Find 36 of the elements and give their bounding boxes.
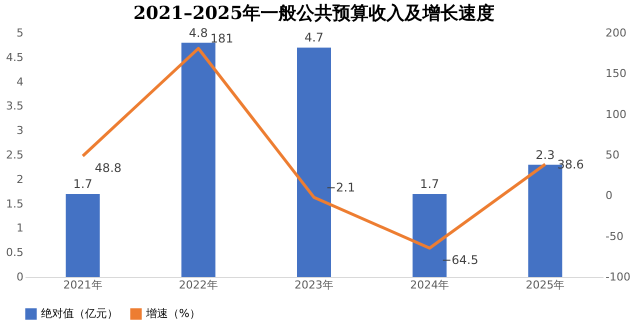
y2-tick-label: -50 [606, 230, 624, 243]
y2-tick-label: -100 [606, 270, 630, 284]
y2-tick-label: 50 [606, 148, 620, 162]
x-tick-label: 2025年 [526, 278, 565, 292]
data-label: 48.8 [94, 160, 122, 175]
data-label: 1.7 [420, 177, 440, 192]
x-tick-label: 2023年 [294, 278, 334, 292]
y-tick-label: 4.5 [6, 50, 24, 64]
y-tick-label: 1.5 [6, 197, 24, 210]
y-tick-label: 4 [16, 75, 24, 88]
data-label: 4.8 [188, 26, 208, 40]
legend-label: 绝对值（亿元） [41, 307, 118, 320]
chart-title: 2021–2025年一般公共预算收入及增长速度 [133, 2, 495, 24]
y2-tick-label: 100 [606, 108, 626, 121]
y-tick-label: 0 [16, 270, 24, 284]
y-tick-label: 2 [16, 172, 24, 186]
data-label: 4.7 [304, 30, 324, 45]
y-tick-label: 1 [16, 222, 24, 235]
y2-tick-label: 200 [606, 26, 626, 40]
bar [66, 194, 100, 277]
y-tick-label: 5 [16, 26, 24, 40]
data-label: 1.7 [73, 177, 92, 192]
data-label: 38.6 [557, 157, 584, 172]
y2-tick-label: 0 [606, 189, 612, 202]
bar [181, 42, 216, 277]
x-tick-label: 2022年 [178, 278, 218, 292]
y-tick-label: 0.5 [6, 246, 24, 260]
data-label: 2.3 [536, 148, 555, 162]
legend-label: 增速（%） [145, 307, 200, 320]
data-label: 181 [210, 31, 234, 46]
x-tick-label: 2021年 [63, 278, 102, 292]
y-tick-label: 3.5 [6, 100, 24, 113]
y-tick-label: 3 [16, 124, 24, 138]
x-tick-label: 2024年 [410, 278, 450, 292]
y2-tick-label: 150 [606, 67, 626, 80]
y-tick-label: 2.5 [6, 148, 24, 162]
